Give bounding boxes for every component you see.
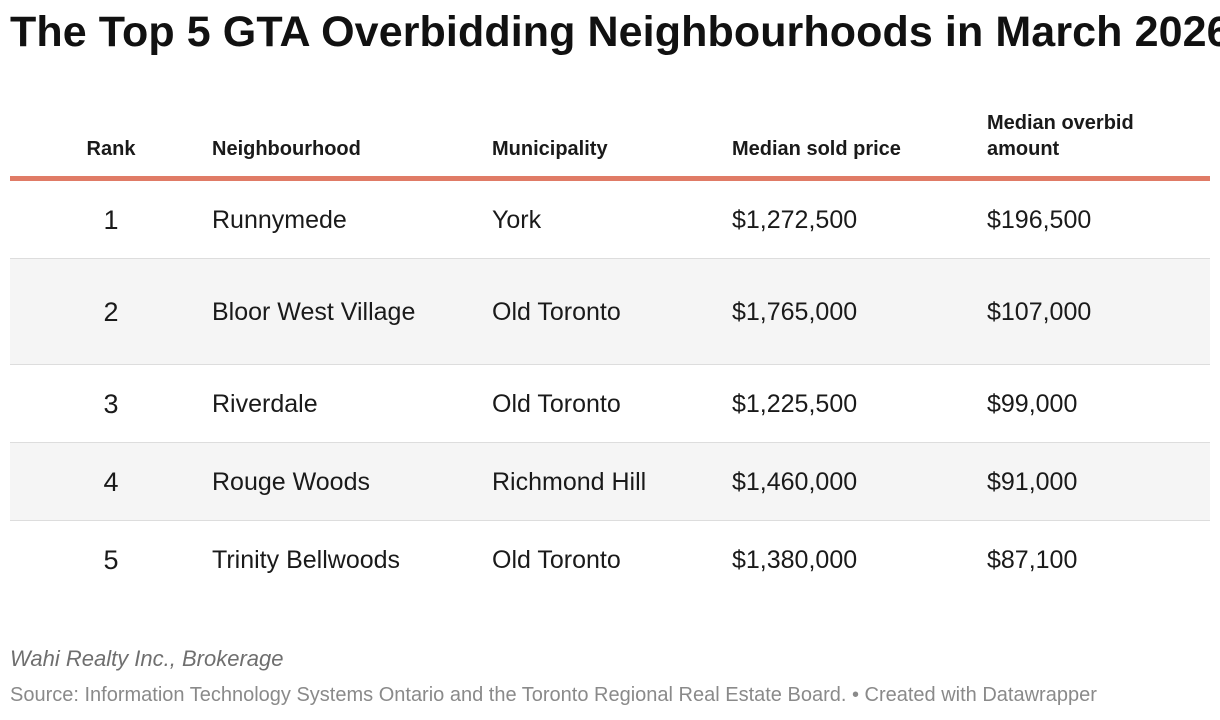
- table-row: 2 Bloor West Village Old Toronto $1,765,…: [10, 258, 1210, 365]
- cell-neighbourhood: Riverdale: [212, 364, 492, 443]
- cell-municipality: Old Toronto: [492, 364, 732, 443]
- cell-rank: 5: [103, 544, 119, 575]
- cell-rank: 2: [10, 258, 212, 365]
- data-table: Rank Neighbourhood Municipality Median s…: [10, 110, 1210, 598]
- cell-median-overbid: $99,000: [987, 364, 1210, 443]
- table-row: 5 Trinity Bellwoods Old Toronto $1,380,0…: [10, 521, 1210, 599]
- table-row: 3 Riverdale Old Toronto $1,225,500 $99,0…: [10, 364, 1210, 443]
- cell-municipality: Old Toronto: [492, 545, 621, 574]
- table-row: 4 Rouge Woods Richmond Hill $1,460,000 $…: [10, 442, 1210, 521]
- cell-neighbourhood: Rouge Woods: [212, 442, 492, 521]
- cell-median-overbid: $196,500: [987, 178, 1210, 259]
- column-header-median-sold-price: Median sold price: [732, 110, 987, 181]
- cell-municipality: Richmond Hill: [492, 442, 732, 521]
- cell-rank: 1: [10, 178, 212, 259]
- cell-median-overbid: $107,000: [987, 258, 1210, 365]
- header-row: Rank Neighbourhood Municipality Median s…: [10, 110, 1210, 181]
- cell-neighbourhood: Trinity Bellwoods: [212, 545, 401, 574]
- chart-title: The Top 5 GTA Overbidding Neighbourhoods…: [10, 8, 1220, 56]
- cell-neighbourhood: Bloor West Village: [212, 258, 492, 365]
- column-header-municipality: Municipality: [492, 110, 732, 181]
- cell-median-overbid: $87,100: [987, 545, 1078, 574]
- column-header-rank: Rank: [10, 110, 212, 181]
- cell-rank: 4: [10, 442, 212, 521]
- column-header-neighbourhood: Neighbourhood: [212, 110, 492, 181]
- cell-median-sold-price: $1,765,000: [732, 258, 987, 365]
- cell-median-sold-price: $1,272,500: [732, 178, 987, 259]
- cell-median-overbid: $91,000: [987, 442, 1210, 521]
- cell-municipality: York: [492, 178, 732, 259]
- source-note: Source: Information Technology Systems O…: [10, 684, 1097, 706]
- table-row: 1 Runnymede York $1,272,500 $196,500: [10, 178, 1210, 259]
- column-header-median-overbid: Median overbid amount: [987, 110, 1210, 181]
- cell-median-sold-price: $1,460,000: [732, 442, 987, 521]
- cell-municipality: Old Toronto: [492, 258, 732, 365]
- cell-median-sold-price: $1,380,000: [732, 545, 858, 574]
- cell-rank: 3: [10, 364, 212, 443]
- cell-neighbourhood: Runnymede: [212, 178, 492, 259]
- cell-median-sold-price: $1,225,500: [732, 364, 987, 443]
- byline: Wahi Realty Inc., Brokerage: [10, 646, 284, 671]
